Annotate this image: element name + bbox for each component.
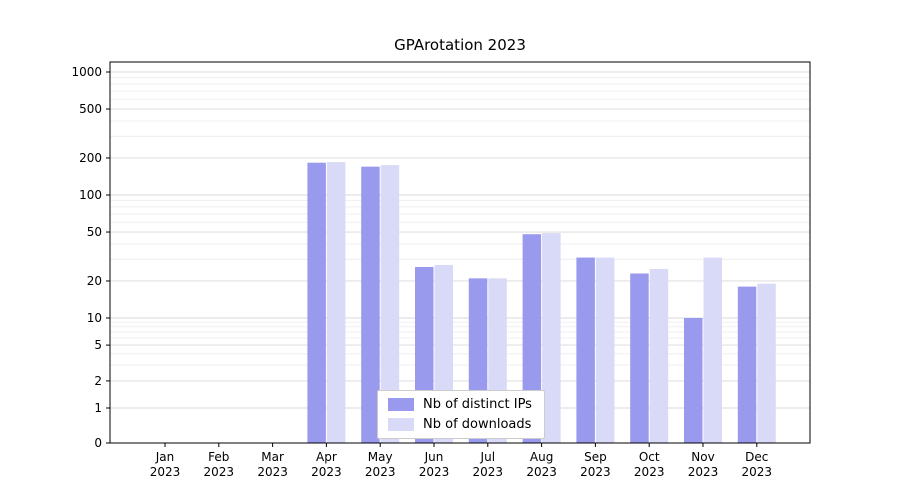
bar-downloads [703,257,722,443]
x-tick-label: May [368,450,393,464]
chart-title: GPArotation 2023 [394,36,526,54]
y-tick-label: 1000 [71,65,102,79]
y-tick-label: 200 [79,151,102,165]
bar-downloads [595,257,615,443]
y-tick-label: 0 [94,436,102,450]
bar-distinct-ips [684,318,703,443]
y-tick-label: 100 [79,188,102,202]
legend-label-downloads: Nb of downloads [423,417,532,432]
y-tick-label: 500 [79,102,102,116]
x-tick-year-label: 2023 [688,465,719,479]
y-tick-label: 5 [94,338,102,352]
x-tick-label: Mar [261,450,284,464]
x-tick-year-label: 2023 [204,465,235,479]
bar-downloads [757,283,776,443]
x-tick-label: Apr [316,450,337,464]
y-tick-label: 1 [94,401,102,415]
x-tick-year-label: 2023 [365,465,396,479]
legend-item-downloads: Nb of downloads [388,417,532,432]
x-tick-label: Jun [424,450,444,464]
x-tick-year-label: 2023 [580,465,611,479]
bar-downloads [326,162,346,443]
x-tick-year-label: 2023 [634,465,665,479]
x-tick-label: Sep [584,450,607,464]
x-tick-year-label: 2023 [526,465,557,479]
bar-downloads [649,269,669,443]
x-tick-year-label: 2023 [419,465,450,479]
x-tick-label: Oct [639,450,660,464]
bar-distinct-ips [630,273,649,443]
y-tick-label: 50 [87,225,102,239]
x-tick-label: Jul [480,450,495,464]
bar-distinct-ips [307,162,326,444]
legend-item-distinct-ips: Nb of distinct IPs [388,397,532,412]
x-tick-label: Nov [691,450,714,464]
bar-downloads [542,233,561,443]
bar-distinct-ips [576,257,595,443]
y-tick-label: 2 [94,374,102,388]
y-tick-label: 10 [87,311,102,325]
x-tick-label: Jan [155,450,175,464]
bar-distinct-ips [737,286,757,443]
legend-swatch-distinct-ips [388,398,414,411]
x-tick-year-label: 2023 [473,465,504,479]
x-tick-label: Dec [745,450,768,464]
legend: Nb of distinct IPs Nb of downloads [377,390,545,439]
legend-label-distinct-ips: Nb of distinct IPs [423,397,532,412]
legend-swatch-downloads [388,418,414,431]
y-tick-label: 20 [87,274,102,288]
plot-border [109,61,811,444]
x-tick-year-label: 2023 [311,465,342,479]
x-tick-year-label: 2023 [742,465,773,479]
x-tick-label: Aug [530,450,553,464]
bar-distinct-ips [361,166,380,443]
x-tick-label: Feb [208,450,229,464]
bar-downloads [380,165,400,443]
x-tick-year-label: 2023 [257,465,288,479]
x-tick-year-label: 2023 [150,465,181,479]
